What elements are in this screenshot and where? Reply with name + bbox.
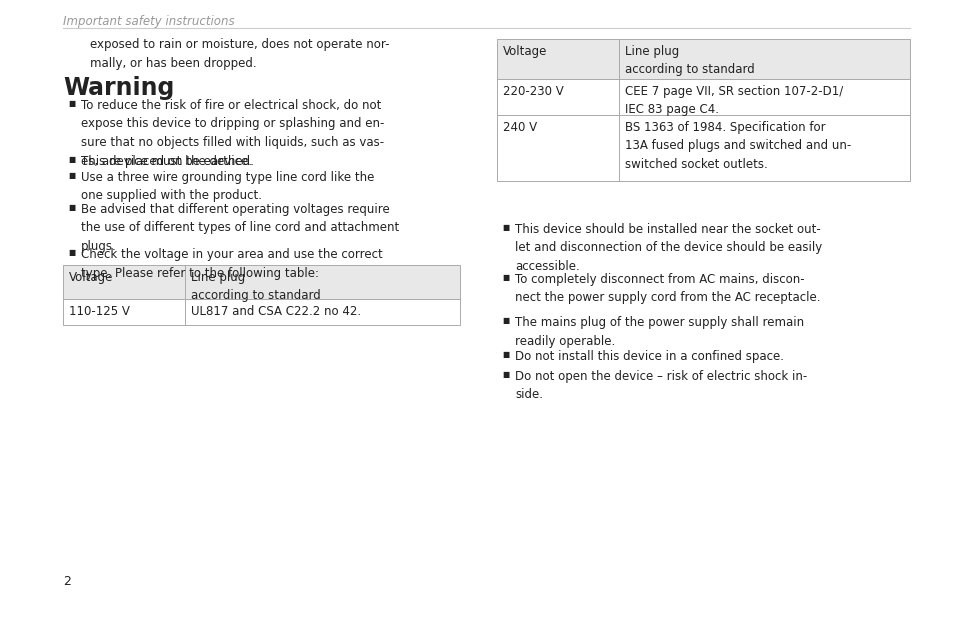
Text: This device must be earthed.: This device must be earthed.: [81, 155, 253, 168]
Text: Do not install this device in a confined space.: Do not install this device in a confined…: [515, 350, 783, 363]
Bar: [497, 79, 909, 115]
Text: ■: ■: [68, 171, 75, 180]
Text: 240 V: 240 V: [502, 121, 537, 134]
Text: Line plug
according to standard: Line plug according to standard: [624, 45, 754, 77]
Text: CEE 7 page VII, SR section 107-2-D1/
IEC 83 page C4.: CEE 7 page VII, SR section 107-2-D1/ IEC…: [624, 85, 842, 117]
Text: Check the voltage in your area and use the correct
type. Please refer to the fol: Check the voltage in your area and use t…: [81, 248, 382, 279]
Text: Line plug
according to standard: Line plug according to standard: [191, 271, 320, 302]
Text: ■: ■: [501, 350, 509, 359]
Text: ■: ■: [501, 223, 509, 232]
Bar: [497, 115, 909, 181]
Text: Do not open the device – risk of electric shock in-
side.: Do not open the device – risk of electri…: [515, 370, 806, 402]
Bar: [63, 299, 459, 325]
Text: The mains plug of the power supply shall remain
readily operable.: The mains plug of the power supply shall…: [515, 316, 803, 347]
Text: 220-230 V: 220-230 V: [502, 85, 563, 98]
Text: To reduce the risk of fire or electrical shock, do not
expose this device to dri: To reduce the risk of fire or electrical…: [81, 99, 384, 167]
Text: This device should be installed near the socket out-
let and disconnection of th: This device should be installed near the…: [515, 223, 821, 273]
Text: Be advised that different operating voltages require
the use of different types : Be advised that different operating volt…: [81, 203, 399, 253]
Text: Important safety instructions: Important safety instructions: [63, 15, 234, 28]
Text: ■: ■: [501, 316, 509, 325]
Text: Voltage: Voltage: [502, 45, 547, 58]
Bar: [497, 39, 909, 79]
Text: To completely disconnect from AC mains, discon-
nect the power supply cord from : To completely disconnect from AC mains, …: [515, 273, 820, 305]
Text: Warning: Warning: [63, 76, 174, 100]
Text: ■: ■: [68, 99, 75, 108]
Text: 2: 2: [63, 575, 71, 588]
Text: ■: ■: [501, 370, 509, 379]
Text: BS 1363 of 1984. Specification for
13A fused plugs and switched and un-
switched: BS 1363 of 1984. Specification for 13A f…: [624, 121, 850, 171]
Bar: [63, 265, 459, 299]
Text: Use a three wire grounding type line cord like the
one supplied with the product: Use a three wire grounding type line cor…: [81, 171, 374, 203]
Text: Voltage: Voltage: [69, 271, 113, 284]
Text: UL817 and CSA C22.2 no 42.: UL817 and CSA C22.2 no 42.: [191, 305, 361, 318]
Text: 110-125 V: 110-125 V: [69, 305, 130, 318]
Text: ■: ■: [68, 155, 75, 164]
Text: ■: ■: [68, 248, 75, 257]
Text: ■: ■: [68, 203, 75, 212]
Text: exposed to rain or moisture, does not operate nor-
mally, or has been dropped.: exposed to rain or moisture, does not op…: [90, 38, 389, 69]
Text: ■: ■: [501, 273, 509, 282]
